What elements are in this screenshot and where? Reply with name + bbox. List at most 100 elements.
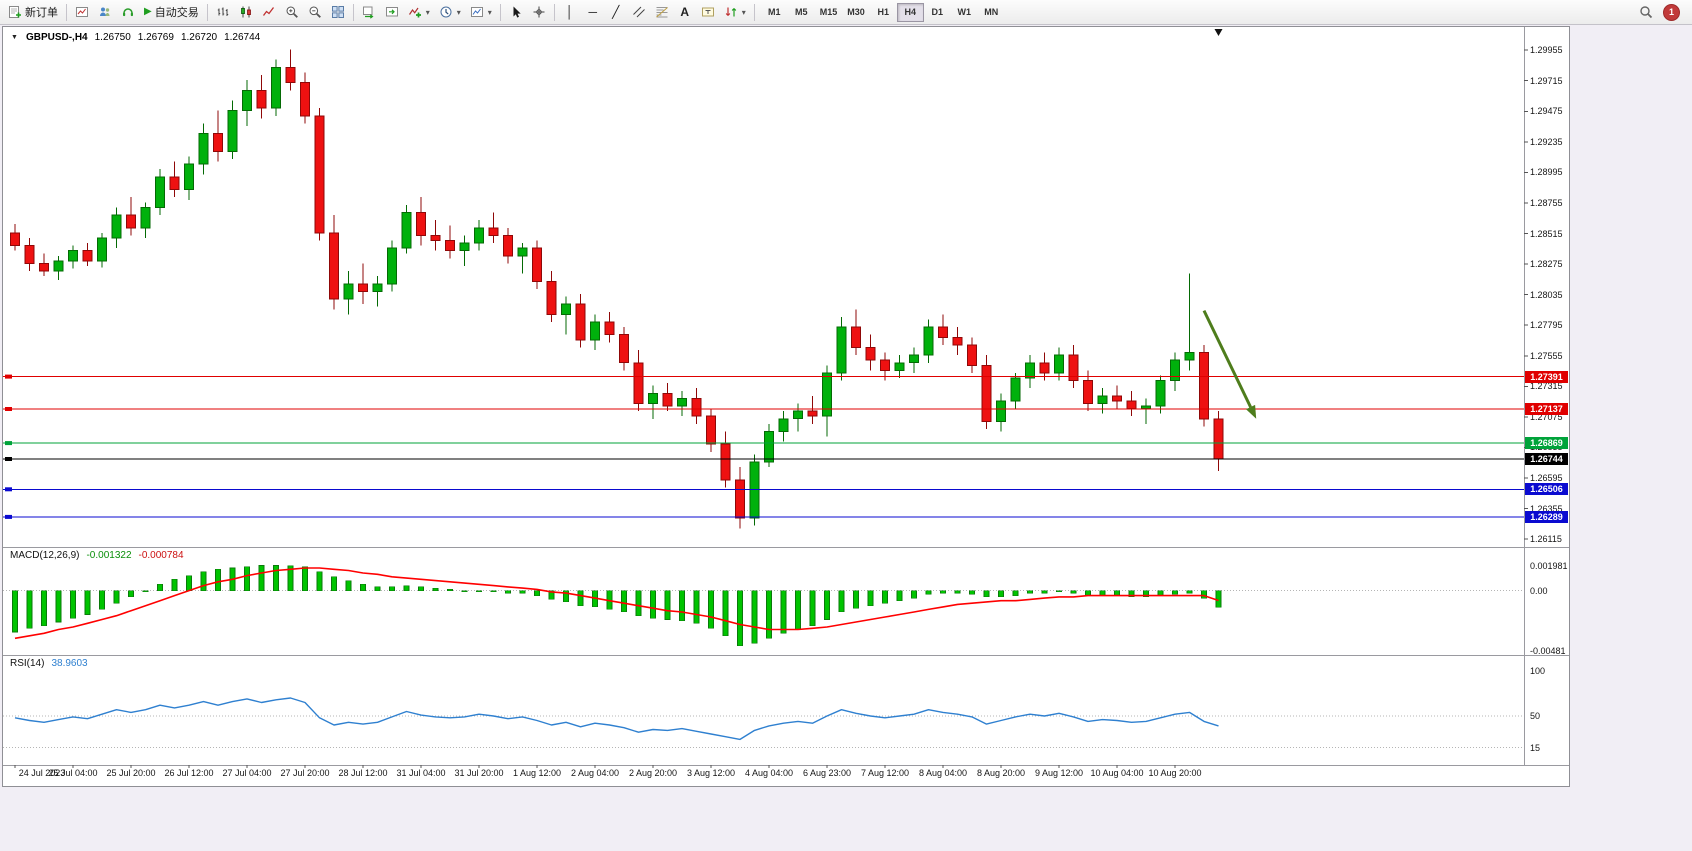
- zoom-in-button[interactable]: [281, 2, 303, 23]
- chart-open-value: 1.26750: [94, 32, 131, 43]
- chart-close-value: 1.26744: [224, 32, 261, 43]
- timeframe-button-group: M1 M5 M15 M30 H1 H4 D1 W1 MN: [761, 2, 1005, 22]
- price-axis-tick: 1.29715: [1530, 75, 1563, 86]
- profiles-icon: [100, 7, 110, 16]
- horizontal-levels-layer[interactable]: [3, 374, 1524, 519]
- toolbar-separator: [499, 3, 501, 21]
- channel-button[interactable]: [628, 2, 650, 23]
- chart-shift-marker[interactable]: [1214, 29, 1223, 36]
- vertical-line-button[interactable]: │: [559, 2, 581, 23]
- timeframe-m5-button[interactable]: M5: [788, 3, 815, 22]
- timeframe-m30-button[interactable]: M30: [842, 3, 870, 22]
- text-button[interactable]: A: [674, 2, 696, 23]
- price-axis-tick: 1.27795: [1530, 320, 1563, 331]
- timeframe-h4-button[interactable]: H4: [896, 2, 924, 22]
- bar-chart-button[interactable]: [212, 2, 234, 23]
- time-axis-label: 10 Aug 20:00: [1148, 768, 1202, 778]
- time-axis-label: 6 Aug 23:00: [802, 768, 852, 778]
- level-line-handle[interactable]: [5, 514, 12, 519]
- price-axis-tick: 1.27075: [1530, 411, 1563, 422]
- price-axis-tick: 1.29955: [1530, 45, 1563, 56]
- time-axis-label: 4 Aug 04:00: [744, 768, 794, 778]
- time-axis-label: 10 Aug 04:00: [1090, 768, 1144, 778]
- market-watch-button[interactable]: [117, 2, 139, 23]
- new-chart-button[interactable]: [71, 2, 93, 23]
- time-axis-label: 24 Jul 2023: [18, 768, 66, 778]
- fibonacci-button[interactable]: [651, 2, 673, 23]
- timeframe-m15-button[interactable]: M15: [815, 3, 843, 22]
- toolbar-separator: [66, 3, 67, 21]
- zoom-out-button[interactable]: [304, 2, 326, 23]
- time-axis-label: 1 Aug 12:00: [512, 768, 562, 778]
- timeframe-w1-button[interactable]: W1: [951, 3, 978, 22]
- level-line-handle[interactable]: [5, 374, 12, 379]
- channel-icon: [632, 5, 646, 19]
- search-button[interactable]: [1635, 2, 1657, 23]
- price-axis-tick: 1.28035: [1530, 289, 1563, 300]
- line-chart-icon: [262, 5, 276, 19]
- timeframe-m1-button[interactable]: M1: [761, 3, 788, 22]
- price-axis-tick: 1.28995: [1530, 167, 1563, 178]
- clock-icon: [439, 5, 453, 19]
- text-icon: A: [680, 5, 690, 19]
- crosshair-button[interactable]: [528, 2, 550, 23]
- new-order-button[interactable]: 新订单: [4, 2, 62, 23]
- time-axis-label: 7 Aug 12:00: [860, 768, 910, 778]
- candlestick-chart-button[interactable]: [235, 2, 257, 23]
- auto-trading-button[interactable]: ▶ 自动交易: [140, 2, 203, 23]
- time-axis-label: 26 Jul 12:00: [164, 768, 214, 778]
- level-price-label[interactable]: 1.26506: [1525, 483, 1568, 496]
- chart-symbol-label: GBPUSD-,H4: [25, 32, 88, 43]
- new-order-icon: [8, 5, 22, 19]
- chart-shift-button[interactable]: [381, 2, 403, 23]
- time-axis-label: 25 Jul 20:00: [106, 768, 156, 778]
- price-axis-tick: 1.27555: [1530, 350, 1563, 361]
- line-chart-button[interactable]: [258, 2, 280, 23]
- chart-overlay: ▼ GBPUSD-,H4 1.26750 1.26769 1.26720 1.2…: [3, 27, 1569, 786]
- trendline-button[interactable]: ╱: [605, 2, 627, 23]
- timeframe-d1-button[interactable]: D1: [924, 3, 951, 22]
- trend-arrow-annotation[interactable]: [1202, 309, 1257, 419]
- notification-badge[interactable]: 1: [1663, 3, 1680, 21]
- auto-trading-play-icon: ▶: [144, 6, 152, 17]
- timeframe-mn-button[interactable]: MN: [978, 3, 1005, 22]
- timeframe-h1-button[interactable]: H1: [870, 3, 897, 22]
- macd-value-1: -0.001322: [86, 550, 132, 561]
- arrows-button[interactable]: ▾: [720, 2, 750, 23]
- level-price-label[interactable]: 1.27391: [1525, 370, 1568, 383]
- level-line-handle[interactable]: [5, 407, 12, 411]
- time-axis-label: 8 Aug 20:00: [976, 768, 1026, 778]
- rsi-axis-label: 100: [1530, 666, 1546, 676]
- one-click-trading-toggle[interactable]: ▼: [11, 34, 18, 41]
- level-price-label[interactable]: 1.26289: [1525, 510, 1568, 523]
- level-price-label[interactable]: 1.26744: [1525, 453, 1568, 465]
- periods-button[interactable]: ▾: [435, 2, 465, 23]
- cursor-icon: [513, 6, 521, 18]
- price-axis-tick: 1.29235: [1530, 136, 1563, 147]
- horizontal-line-button[interactable]: ─: [582, 2, 604, 23]
- macd-axis-label: -0.00481: [1530, 646, 1566, 656]
- time-axis-label: 9 Aug 12:00: [1034, 768, 1084, 778]
- level-line-handle[interactable]: [5, 487, 12, 492]
- level-price-label[interactable]: 1.27137: [1525, 402, 1568, 415]
- level-line-handle[interactable]: [5, 441, 12, 446]
- headset-icon: [123, 5, 133, 17]
- auto-trading-label: 自动交易: [154, 7, 199, 19]
- price-axis-tick: 1.26595: [1530, 472, 1563, 483]
- time-axis-label: 27 Jul 04:00: [222, 768, 272, 778]
- time-axis-label: 2 Aug 20:00: [628, 768, 678, 778]
- level-price-label[interactable]: 1.26869: [1525, 437, 1568, 450]
- indicators-button[interactable]: ▾: [404, 2, 434, 23]
- chart-canvas[interactable]: [3, 27, 1569, 786]
- templates-button[interactable]: ▾: [466, 2, 496, 23]
- tile-windows-button[interactable]: [327, 2, 349, 23]
- time-axis-label: 27 Jul 20:00: [280, 768, 330, 778]
- panel-borders: [3, 27, 1569, 768]
- text-label-button[interactable]: [697, 2, 719, 23]
- profiles-button[interactable]: [94, 2, 116, 23]
- auto-scroll-button[interactable]: [358, 2, 380, 23]
- cursor-button[interactable]: [505, 2, 527, 23]
- candlestick-chart-icon: [239, 5, 253, 19]
- level-line-handle[interactable]: [5, 457, 12, 461]
